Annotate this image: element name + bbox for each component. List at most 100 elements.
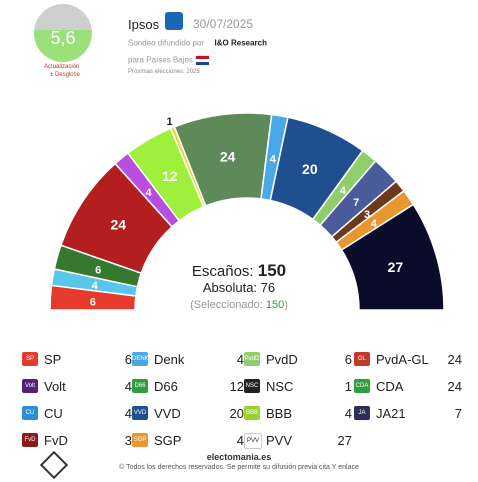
pollster-logo-icon (165, 12, 183, 30)
legend-party-name: D66 (154, 379, 178, 394)
legend-item-bbb: BBB BBB 4 (244, 406, 354, 422)
legend-party-seats: 4 (124, 406, 132, 421)
score-note-breakdown: ± Desglose (50, 72, 80, 78)
legend-party-seats: 3 (124, 433, 132, 448)
party-logo-icon: BBB (244, 406, 260, 420)
country-line: para Países Bajos (128, 55, 211, 66)
party-logo-icon: D66 (132, 379, 148, 393)
absolute-value: 76 (260, 280, 276, 295)
next-elections: Próximas elecciones: 2025 (128, 69, 200, 75)
seat-label-pvda-gl: 24 (111, 217, 127, 233)
party-logo-icon: GL (354, 352, 370, 366)
legend-item-sp: SP SP 6 (22, 352, 132, 368)
party-logo-icon: Volt (22, 379, 38, 393)
legend-party-name: PvdD (266, 352, 298, 367)
legend-party-name: PvdA-GL (376, 352, 429, 367)
party-logo-icon: FvD (22, 433, 38, 447)
legend-item-pvda-gl: GL PvdA-GL 24 (354, 352, 464, 368)
poll-date: 30/07/2025 (193, 17, 254, 31)
legend-party-seats: 4 (344, 406, 352, 421)
legend-party-seats: 20 (229, 406, 244, 421)
legend-party-name: SGP (154, 433, 182, 448)
seat-label-cda: 24 (220, 149, 236, 165)
legend-party-name: Volt (44, 379, 66, 394)
legend-item-pvdd: PvdD PvdD 6 (244, 352, 354, 368)
legend-item-denk: DENK Denk 4 (132, 352, 244, 368)
legend-party-seats: 4 (124, 379, 132, 394)
score-badge (34, 4, 92, 62)
legend-party-seats: 7 (454, 406, 462, 421)
sponsor-line: Sondeo difundido por I&O Research (128, 38, 267, 49)
legend-item-d66: D66 D66 12 (132, 379, 244, 395)
legend-party-seats: 6 (124, 352, 132, 367)
legend-party-seats: 24 (447, 379, 462, 394)
party-logo-icon: PvdD (244, 352, 260, 366)
sponsor-prefix: Sondeo difundido por (128, 38, 205, 48)
seat-label-pvdd: 4 (340, 185, 347, 197)
seats-total: 150 (257, 261, 287, 280)
legend-item-cu: CU CU 4 (22, 406, 132, 422)
legend-party-seats: 4 (236, 352, 244, 367)
selected-label: (Seleccionado: (190, 299, 263, 311)
legend-item-pvv: PVV PVV 27 (244, 433, 354, 449)
absolute-label: Absoluta: (202, 280, 258, 295)
seat-label-bbb: 1 (166, 116, 172, 128)
seat-label-fvd: 6 (95, 264, 101, 276)
legend-party-name: CDA (376, 379, 404, 394)
party-logo-icon: SP (22, 352, 38, 366)
party-logo-icon: DENK (132, 352, 148, 366)
seat-segment-pvv (340, 203, 445, 311)
legend-party-name: PVV (266, 433, 293, 448)
seat-label-sp: 6 (90, 296, 96, 308)
seats-label: Escaños: (191, 263, 254, 280)
legend-item-fvd: FvD FvD 3 (22, 433, 132, 449)
legend-party-seats: 6 (344, 352, 352, 367)
legend-party-seats: 27 (337, 433, 352, 448)
netherlands-flag-icon (195, 55, 211, 66)
seat-label-cu: 4 (92, 280, 99, 292)
seat-label-pvv: 27 (388, 259, 404, 275)
seat-label-ja21: 4 (371, 218, 378, 230)
legend-item-ja21: JA JA21 7 (354, 406, 464, 422)
legend-party-seats: 24 (447, 352, 462, 367)
party-logo-icon: CDA (354, 379, 370, 393)
sponsor-name: I&O Research (214, 38, 267, 48)
party-logo-icon: JA (354, 406, 370, 420)
absolute-majority-line: Absoluta: 76 (0, 280, 478, 295)
seat-label-volt: 4 (145, 187, 152, 199)
legend-item-volt: Volt Volt 4 (22, 379, 132, 395)
seat-label-d66: 12 (162, 168, 178, 184)
legend-item-cda: CDA CDA 24 (354, 379, 464, 395)
legend-party-name: Denk (154, 352, 185, 367)
party-logo-icon: SGP (132, 433, 148, 447)
selected-close: ) (284, 299, 288, 311)
seats-total-line: Escaños: 150 (0, 261, 478, 281)
selected-value: 150 (265, 299, 285, 311)
seat-label-sgp: 3 (364, 209, 370, 221)
legend-party-name: CU (44, 406, 63, 421)
seat-label-nsc: 7 (353, 197, 359, 209)
score-note-update: Actualización (44, 64, 80, 70)
brand-name: electomania.es (206, 452, 272, 462)
score-value: 5,6 (50, 28, 76, 48)
legend-item-nsc: NSC NSC 1 (244, 379, 354, 395)
legend-party-name: BBB (266, 406, 293, 421)
country-label: para Países Bajos (128, 55, 193, 65)
legend-party-seats: 12 (229, 379, 244, 394)
legend-party-name: SP (44, 352, 62, 367)
seat-label-denk: 4 (270, 154, 277, 166)
party-logo-icon: VVD (132, 406, 148, 420)
legend-party-name: VVD (154, 406, 181, 421)
legend-party-seats: 1 (344, 379, 352, 394)
party-logo-icon: CU (22, 406, 38, 420)
party-logo-icon: NSC (244, 379, 260, 393)
legend-party-name: NSC (266, 379, 294, 394)
legend-party-name: FvD (44, 433, 68, 448)
legend-item-vvd: VVD VVD 20 (132, 406, 244, 422)
legend-party-seats: 4 (236, 433, 244, 448)
pollster-name: Ipsos (128, 17, 160, 32)
legend-party-name: JA21 (376, 406, 406, 421)
selected-line: (Seleccionado: 150) (0, 299, 478, 311)
legend-item-sgp: SGP SGP 4 (132, 433, 244, 449)
seat-label-vvd: 20 (302, 161, 318, 177)
